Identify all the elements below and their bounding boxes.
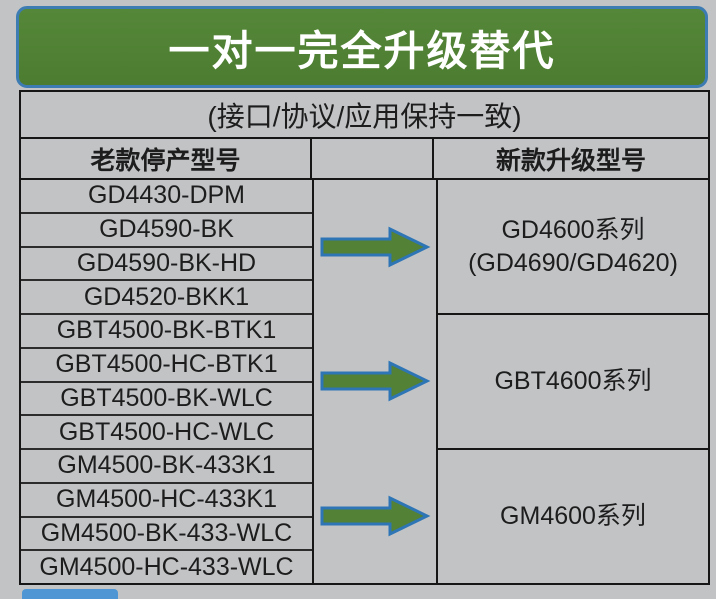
new-model-cell: GM4600系列 <box>438 450 708 583</box>
table-subtitle-row: (接口/协议/应用保持一致) <box>21 92 708 139</box>
old-model-cell: GBT4500-BK-BTK1 <box>21 315 312 349</box>
new-model-line: GD4600系列 <box>501 216 645 244</box>
old-models-column: GD4430-DPM GD4590-BK GD4590-BK-HD GD4520… <box>21 180 314 583</box>
old-model-cell: GD4590-BK-HD <box>21 248 312 282</box>
old-model-cell: GBT4500-HC-WLC <box>21 416 312 450</box>
old-model-cell: GM4500-HC-433K1 <box>21 484 312 518</box>
next-banner-peek <box>22 589 118 599</box>
old-model-cell: GM4500-HC-433-WLC <box>39 552 294 581</box>
table-subtitle: (接口/协议/应用保持一致) <box>207 100 522 132</box>
arrow-slot <box>314 180 436 314</box>
old-model-cell: GD4430-DPM <box>21 180 312 214</box>
arrows-column <box>314 180 438 583</box>
page-title: 一对一完全升级替代 <box>168 28 556 74</box>
new-models-column: GD4600系列 (GD4690/GD4620) GBT4600系列 GM460… <box>438 180 708 583</box>
old-model-cell: GD4520-BKK1 <box>21 281 312 315</box>
old-model-cell: GBT4500-HC-BTK1 <box>21 349 312 383</box>
right-arrow-icon <box>320 226 431 268</box>
new-model-line: GM4600系列 <box>500 502 646 531</box>
right-arrow-icon <box>320 495 431 537</box>
table-body: GD4430-DPM GD4590-BK GD4590-BK-HD GD4520… <box>21 180 708 583</box>
upgrade-mapping-table: (接口/协议/应用保持一致) 老款停产型号 新款升级型号 GD4430-DPM … <box>19 90 710 585</box>
new-model-cell: GD4600系列 (GD4690/GD4620) <box>438 180 708 315</box>
table-header-row: 老款停产型号 新款升级型号 <box>21 139 708 180</box>
new-model-cell: GBT4600系列 <box>438 315 708 450</box>
old-model-cell: GM4500-BK-433K1 <box>21 450 312 484</box>
old-model-cell: GM4500-BK-433-WLC <box>21 518 312 552</box>
arrow-slot <box>314 314 436 448</box>
new-model-line: GBT4600系列 <box>494 367 652 396</box>
header-new-models: 新款升级型号 <box>495 146 646 175</box>
title-banner: 一对一完全升级替代 <box>16 6 708 88</box>
old-model-cell: GBT4500-BK-WLC <box>21 383 312 417</box>
new-model-line: (GD4690/GD4620) <box>468 248 678 277</box>
right-arrow-icon <box>320 361 431 402</box>
header-old-models: 老款停产型号 <box>21 139 312 178</box>
header-arrow-spacer <box>312 139 434 178</box>
arrow-slot <box>314 449 436 583</box>
old-model-cell: GD4590-BK <box>21 214 312 248</box>
